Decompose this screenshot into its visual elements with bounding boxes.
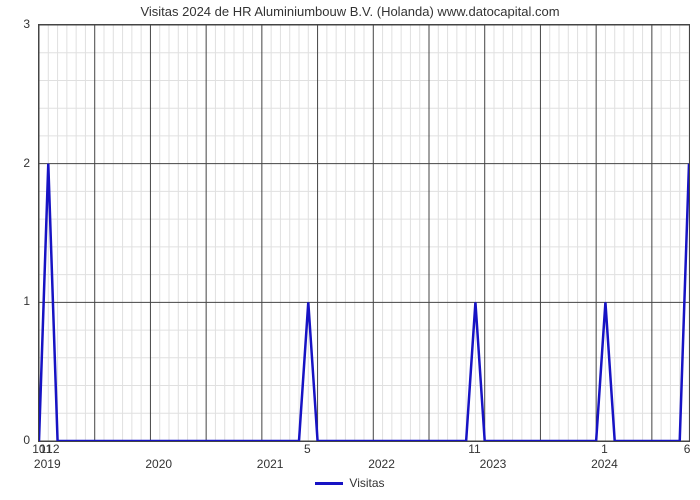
plot-area	[38, 24, 690, 442]
x-year-label: 2023	[480, 457, 507, 471]
series-line	[39, 164, 689, 441]
x-year-label: 2020	[145, 457, 172, 471]
x-value-label: 12	[46, 442, 59, 456]
x-value-label: 11	[468, 442, 480, 456]
y-tick-label: 1	[0, 294, 30, 308]
x-value-label: 6	[684, 442, 691, 456]
chart-container: Visitas 2024 de HR Aluminiumbouw B.V. (H…	[0, 0, 700, 500]
y-tick-label: 3	[0, 17, 30, 31]
x-year-label: 2021	[257, 457, 284, 471]
legend: Visitas	[0, 476, 700, 490]
x-year-label: 2019	[34, 457, 61, 471]
series-svg	[39, 25, 689, 441]
x-value-label: 1	[601, 442, 608, 456]
legend-line	[315, 482, 343, 485]
x-year-label: 2022	[368, 457, 395, 471]
x-value-label: 5	[304, 442, 311, 456]
y-tick-label: 2	[0, 156, 30, 170]
x-year-label: 2024	[591, 457, 618, 471]
chart-title: Visitas 2024 de HR Aluminiumbouw B.V. (H…	[0, 4, 700, 19]
y-tick-label: 0	[0, 433, 30, 447]
legend-label: Visitas	[349, 476, 384, 490]
